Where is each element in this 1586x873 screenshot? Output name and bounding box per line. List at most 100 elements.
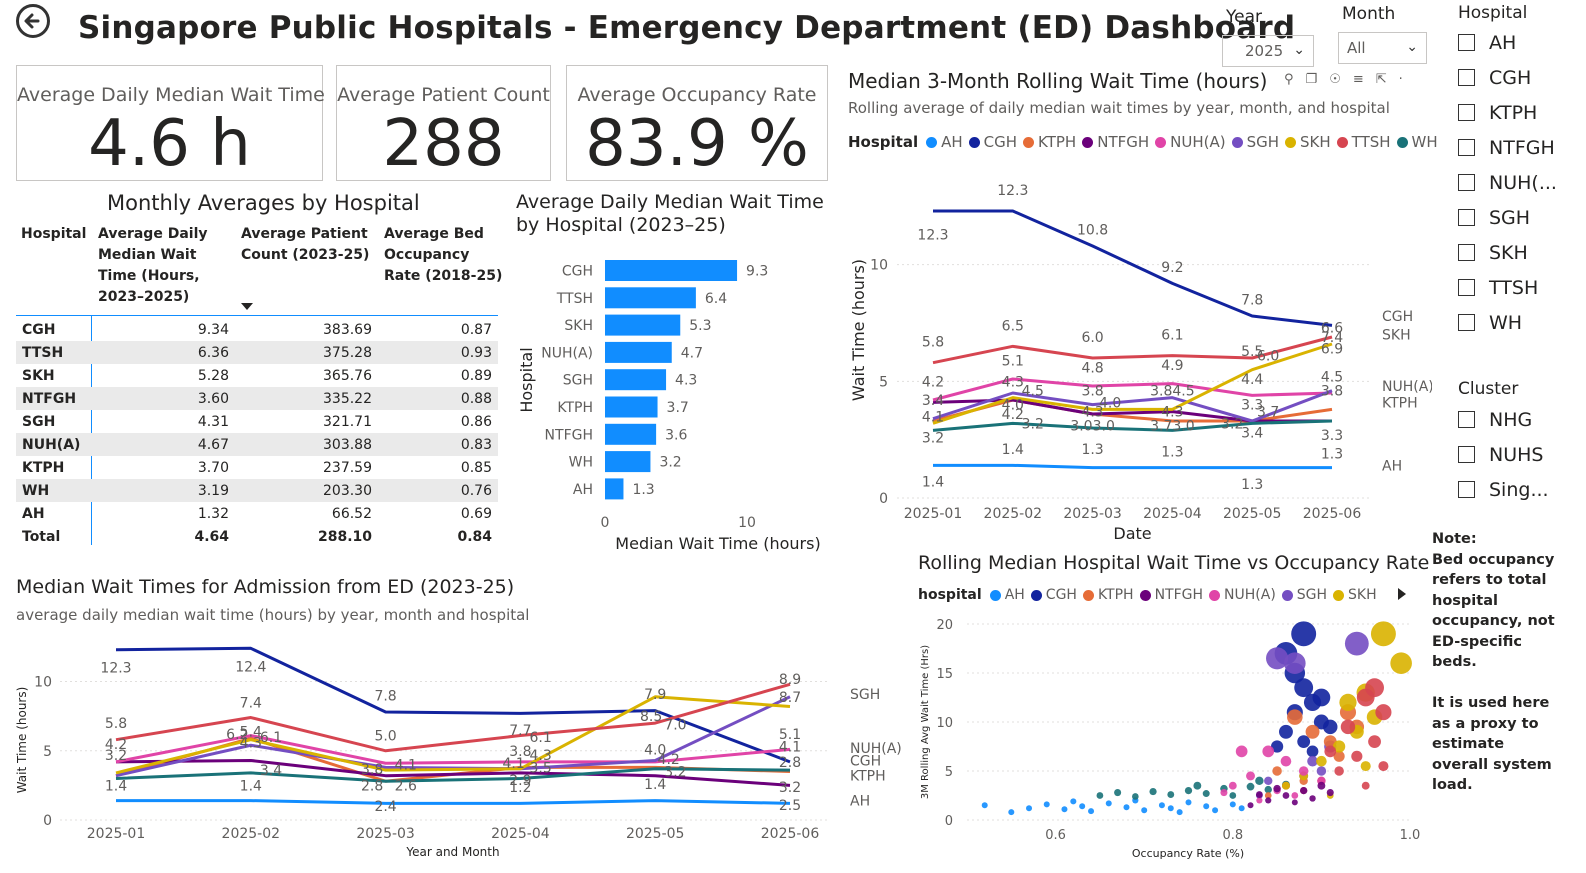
table-row[interactable]: NTFGH 3.60 335.22 0.88 — [16, 387, 498, 410]
scatter-point[interactable] — [1333, 750, 1345, 762]
checkbox-icon[interactable] — [1458, 244, 1475, 261]
col-header-wait-time[interactable]: Average Daily Median Wait Time (Hours, 2… — [98, 226, 208, 305]
scatter-point[interactable] — [1265, 797, 1272, 804]
scatter-point[interactable] — [1300, 786, 1308, 795]
scatter-point[interactable] — [1316, 766, 1327, 776]
checkbox-icon[interactable] — [1458, 34, 1475, 51]
scatter-point[interactable] — [1368, 735, 1381, 748]
scatter-point[interactable] — [1246, 771, 1255, 781]
scatter-point[interactable] — [1247, 802, 1254, 809]
scatter-point[interactable] — [1365, 678, 1384, 698]
legend-item[interactable]: NTFGH — [1082, 133, 1149, 151]
scatter-point[interactable] — [1339, 693, 1357, 711]
scatter-point[interactable] — [1282, 792, 1290, 799]
scatter-point[interactable] — [1324, 745, 1337, 758]
bar[interactable] — [605, 478, 624, 500]
scatter-point[interactable] — [1326, 789, 1334, 797]
scatter-point[interactable] — [1378, 761, 1389, 772]
scatter-point[interactable] — [1167, 791, 1175, 798]
scatter-point[interactable] — [1264, 776, 1273, 785]
scatter-point[interactable] — [1070, 798, 1077, 805]
legend-item[interactable]: KTPH — [1023, 133, 1076, 151]
scatter-point[interactable] — [1202, 790, 1210, 798]
bar[interactable] — [605, 451, 651, 473]
scatter-point[interactable] — [1307, 755, 1318, 767]
bar[interactable] — [605, 369, 667, 391]
scatter-point[interactable] — [1273, 784, 1281, 793]
bar[interactable] — [605, 260, 738, 281]
scatter-point[interactable] — [1344, 631, 1369, 656]
scatter-point[interactable] — [1298, 766, 1309, 776]
scatter-point[interactable] — [1255, 791, 1263, 798]
col-header-patient-count[interactable]: Average Patient Count (2023-25) — [241, 226, 370, 263]
legend-next-icon[interactable] — [1398, 588, 1406, 600]
legend-item[interactable]: CGH — [968, 133, 1017, 151]
scatter-point[interactable] — [1220, 789, 1228, 797]
more-options-icon[interactable]: · — [1398, 72, 1403, 87]
scatter-point[interactable] — [1043, 801, 1050, 808]
legend-item[interactable]: SKH — [1285, 133, 1331, 151]
series-line-sgh[interactable] — [932, 389, 1333, 423]
scatter-point[interactable] — [1158, 802, 1165, 809]
bar[interactable] — [605, 341, 672, 363]
scatter-point[interactable] — [1256, 797, 1263, 804]
scatter-point[interactable] — [1316, 755, 1327, 767]
scatter-point[interactable] — [1270, 740, 1284, 753]
checkbox-icon[interactable] — [1458, 411, 1475, 428]
scatter-point[interactable] — [1264, 792, 1272, 799]
bar[interactable] — [605, 287, 696, 309]
legend-item[interactable]: KTPH — [1082, 587, 1134, 603]
scatter-point[interactable] — [1079, 803, 1086, 810]
scatter-point[interactable] — [1238, 805, 1245, 812]
hospital-checkbox[interactable]: SKH — [1458, 235, 1583, 270]
legend-item[interactable]: NUH(A) — [1155, 133, 1226, 151]
hospital-checkbox[interactable]: CGH — [1458, 60, 1583, 95]
scatter-point[interactable] — [1229, 801, 1236, 808]
scatter-point[interactable] — [1291, 799, 1298, 806]
hospital-checkbox[interactable]: KTPH — [1458, 95, 1583, 130]
series-line-wh[interactable] — [932, 419, 1333, 432]
table-row[interactable]: NUH(A) 4.67 303.88 0.83 — [16, 433, 498, 456]
scatter-point[interactable] — [981, 802, 988, 809]
legend-item[interactable]: AH — [926, 133, 963, 151]
scatter-point[interactable] — [1361, 781, 1370, 790]
series-line-ttsh[interactable] — [932, 335, 1333, 365]
back-button[interactable] — [16, 4, 50, 38]
scatter-point[interactable] — [1272, 766, 1282, 776]
legend-item[interactable]: AH — [989, 587, 1025, 603]
scatter-point[interactable] — [1132, 793, 1139, 800]
series-line-ah[interactable] — [933, 463, 1332, 470]
checkbox-icon[interactable] — [1458, 104, 1475, 121]
year-dropdown[interactable]: 2025 ⌄ — [1222, 35, 1314, 67]
scatter-point[interactable] — [1297, 735, 1311, 748]
table-row[interactable]: AH 1.32 66.52 0.69 — [16, 502, 498, 525]
cluster-checkbox[interactable]: NHG — [1458, 402, 1583, 437]
scatter-point[interactable] — [1026, 805, 1033, 812]
hospital-checkbox[interactable]: NUH(... — [1458, 165, 1583, 200]
scatter-point[interactable] — [1105, 800, 1112, 807]
col-header-occupancy[interactable]: Average Bed Occupancy Rate (2018-25) — [384, 226, 503, 284]
legend-item[interactable]: SGH — [1231, 133, 1279, 151]
legend-item[interactable]: NUH(A) — [1209, 587, 1276, 603]
scatter-point[interactable] — [1317, 781, 1326, 790]
legend-item[interactable]: CGH — [1030, 587, 1077, 603]
scatter-point[interactable] — [1291, 792, 1299, 799]
series-line-ttsh[interactable] — [115, 682, 791, 753]
scatter-point[interactable] — [1264, 785, 1272, 794]
scatter-point[interactable] — [1246, 782, 1255, 791]
copy-icon[interactable]: ❐ — [1305, 72, 1318, 87]
bar[interactable] — [605, 423, 657, 445]
checkbox-icon[interactable] — [1458, 69, 1475, 86]
scatter-point[interactable] — [1351, 750, 1363, 762]
legend-item[interactable]: SGH — [1281, 587, 1327, 603]
scatter-point[interactable] — [1280, 755, 1292, 767]
scatter-point[interactable] — [1306, 745, 1319, 758]
checkbox-icon[interactable] — [1458, 209, 1475, 226]
scatter-point[interactable] — [1360, 761, 1371, 772]
scatter-point[interactable] — [1228, 781, 1237, 790]
series-line-ah[interactable] — [116, 799, 791, 805]
series-line-wh[interactable] — [115, 767, 791, 783]
scatter-point[interactable] — [1323, 719, 1338, 735]
scatter-point[interactable] — [1061, 806, 1068, 813]
table-total-row[interactable]: Total 4.64 288.10 0.84 — [16, 525, 498, 548]
